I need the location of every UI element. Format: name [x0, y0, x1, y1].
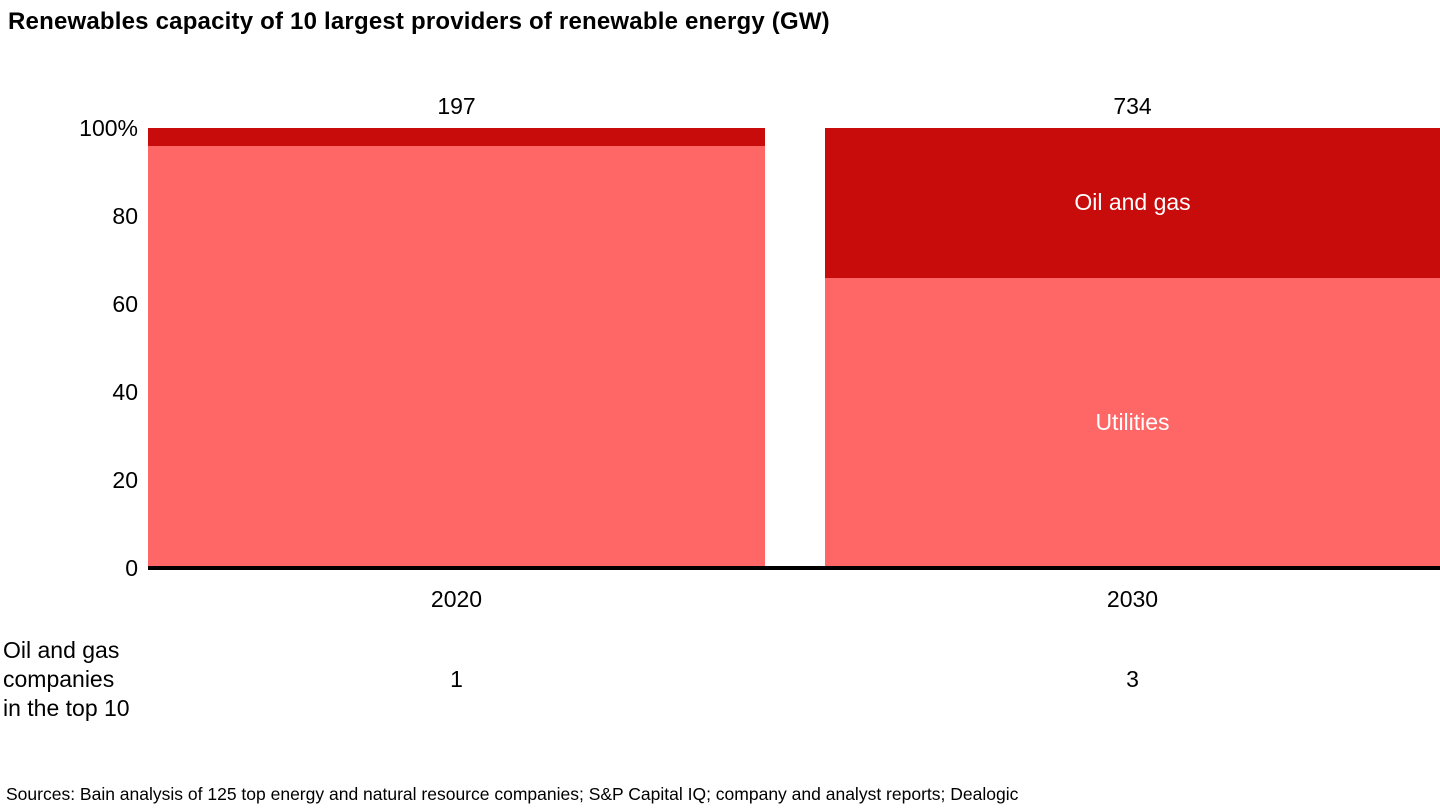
- x-axis-line: [148, 566, 1440, 570]
- bar-2020-utilities-segment: [148, 145, 765, 568]
- plot-area: 197 734 Oil and gas Utilities: [148, 94, 1440, 570]
- bar-2030-oil-and-gas-segment: Oil and gas: [825, 128, 1440, 278]
- x-axis-labels: 2020 2030: [148, 586, 1440, 612]
- y-tick-40: 40: [112, 379, 138, 405]
- y-tick-60: 60: [112, 291, 138, 317]
- y-tick-20: 20: [112, 467, 138, 493]
- oil-and-gas-segment-label: Oil and gas: [1074, 189, 1191, 216]
- annotation-value-2030: 3: [1126, 666, 1139, 692]
- annotation-row-label: Oil and gas companies in the top 10: [3, 637, 130, 721]
- annotation-value-2020: 1: [450, 666, 463, 692]
- y-tick-100: 100%: [79, 115, 138, 141]
- bar-2020-oil-and-gas-segment: [148, 128, 765, 146]
- y-axis-tick-labels: 100% 80 60 40 20 0: [0, 116, 138, 580]
- annotation-row-values: 1 3: [148, 666, 1440, 692]
- bar-2020-total-label: 197: [437, 93, 476, 119]
- bar-2020: 197: [148, 94, 765, 568]
- sources-note: Sources: Bain analysis of 125 top energy…: [6, 784, 1019, 804]
- bar-2030: 734 Oil and gas Utilities: [825, 94, 1440, 568]
- chart-title: Renewables capacity of 10 largest provid…: [8, 8, 830, 35]
- bar-2030-utilities-segment: Utilities: [825, 277, 1440, 568]
- y-tick-0: 0: [125, 555, 138, 581]
- x-label-2030: 2030: [1106, 586, 1159, 612]
- y-tick-80: 80: [112, 203, 138, 229]
- bar-2030-total-label: 734: [1113, 93, 1152, 119]
- utilities-segment-label: Utilities: [1095, 409, 1170, 436]
- x-label-2020: 2020: [430, 586, 483, 612]
